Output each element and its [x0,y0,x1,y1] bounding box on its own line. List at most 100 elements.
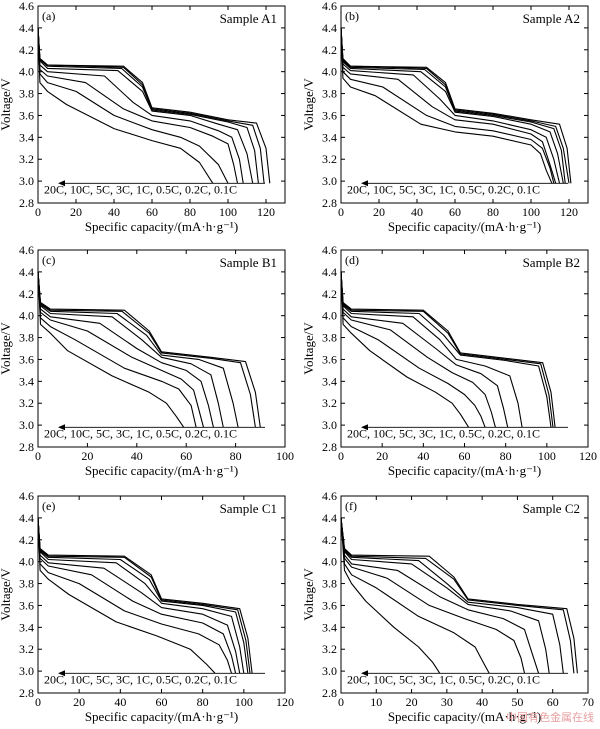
x-axis-label: Specific capacity/(mA·h·g⁻¹) [388,709,541,724]
series-line-20C [340,271,470,428]
y-tick-label: 3.8 [322,331,337,345]
series-line-3C [340,517,540,674]
series-line-5C [37,517,237,674]
y-tick-label: 4.2 [19,533,34,547]
series-line-10C [37,271,197,428]
series-line-20C [37,517,216,674]
x-tick-label: 120 [579,449,597,463]
y-tick-label: 4.4 [322,265,337,279]
plot-frame [37,5,286,204]
y-tick-label: 4.6 [19,489,34,503]
y-tick-label: 3.6 [322,108,337,122]
rate-arrow-head [58,424,65,431]
y-tick-label: 3.0 [322,664,337,678]
rate-arrow-head [58,180,65,187]
y-tick-label: 3.8 [322,577,337,591]
series-line-10C [340,27,555,184]
y-tick-label: 4.0 [19,309,34,323]
chart-title: Sample B2 [523,255,580,270]
y-tick-label: 4.4 [19,265,34,279]
y-tick-label: 3.4 [322,130,337,144]
x-tick-label: 0 [35,449,41,463]
rate-legend: 20C, 10C, 5C, 3C, 1C, 0.5C, 0.2C, 0.1C [44,427,237,441]
series-line-0p2C [37,271,256,428]
rate-legend: 20C, 10C, 5C, 3C, 1C, 0.5C, 0.2C, 0.1C [44,673,237,687]
x-tick-label: 0 [35,695,41,709]
y-tick-label: 3.2 [19,152,34,166]
x-tick-label: 0 [338,205,344,219]
y-tick-label: 4.6 [322,489,337,503]
panel-label: (e) [42,499,55,513]
panel-label: (c) [42,253,55,267]
y-tick-label: 3.2 [322,152,337,166]
y-tick-label: 3.0 [19,664,34,678]
series-line-10C [340,517,490,674]
series-line-10C [37,27,229,184]
y-tick-label: 3.8 [19,87,34,101]
x-tick-label: 100 [538,449,556,463]
x-tick-label: 60 [146,205,158,219]
series-line-0p1C [340,271,556,428]
plot-frame [340,495,589,694]
y-tick-label: 3.6 [19,108,34,122]
panel-label: (b) [345,9,359,23]
x-tick-label: 120 [257,205,275,219]
chart-panel-c: 2.8 3.0 3.2 3.4 3.6 3.8 4.0 4.2 4.4 4.6 0 20 40 60 80 1… [0,243,294,478]
chart-panel-e: 2.8 3.0 3.2 3.4 3.6 3.8 4.0 4.2 4.4 4.6 0 20 40 60 80 1… [0,489,294,724]
series-line-5C [340,27,557,184]
x-tick-label: 60 [459,449,471,463]
rate-legend: 20C, 10C, 5C, 3C, 1C, 0.5C, 0.2C, 0.1C [347,427,540,441]
y-tick-label: 4.2 [322,43,337,57]
rate-legend: 20C, 10C, 5C, 3C, 1C, 0.5C, 0.2C, 0.1C [347,673,540,687]
y-tick-label: 3.8 [19,331,34,345]
series-line-0p1C [340,517,578,674]
chart-title: Sample A1 [220,11,277,26]
rate-legend: 20C, 10C, 5C, 3C, 1C, 0.5C, 0.2C, 0.1C [347,183,540,197]
series-line-0p5C [340,271,552,428]
x-tick-label: 100 [235,695,253,709]
y-axis-label: Voltage/V [0,78,13,131]
y-tick-label: 4.0 [322,65,337,79]
y-tick-label: 4.2 [19,43,34,57]
x-tick-label: 0 [35,205,41,219]
x-tick-label: 100 [276,449,294,463]
series-line-0p1C [37,517,253,674]
series-line-3C [37,271,214,428]
x-axis-label: Specific capacity/(mA·h·g⁻¹) [85,219,238,234]
series-line-5C [340,271,496,428]
x-tick-label: 80 [197,695,209,709]
y-tick-label: 4.0 [19,555,34,569]
x-tick-label: 20 [376,449,388,463]
series-line-5C [37,27,239,184]
x-tick-label: 100 [219,205,237,219]
rate-legend: 20C, 10C, 5C, 3C, 1C, 0.5C, 0.2C, 0.1C [44,183,237,197]
x-tick-label: 100 [522,205,540,219]
x-tick-label: 40 [108,205,120,219]
chart-title: Sample B1 [220,255,277,270]
x-tick-label: 120 [560,205,578,219]
plot-frame [37,249,286,448]
x-tick-label: 40 [114,695,126,709]
x-tick-label: 60 [547,695,559,709]
rate-arrow-head [361,670,368,677]
x-tick-label: 20 [406,695,418,709]
series-line-10C [340,271,486,428]
series-line-3C [340,27,561,184]
x-tick-label: 40 [417,449,429,463]
x-tick-label: 20 [70,205,82,219]
y-tick-label: 4.6 [19,243,34,257]
y-tick-label: 3.6 [19,598,34,612]
series-line-0p1C [37,27,271,184]
chart-panel-a: 2.8 3.0 3.2 3.4 3.6 3.8 4.0 4.2 4.4 4.6 0 20 40 60 80 1… [0,0,286,234]
series-line-3C [340,271,509,428]
y-tick-label: 4.2 [19,287,34,301]
y-tick-label: 4.2 [322,287,337,301]
y-tick-label: 4.0 [19,65,34,79]
series-line-3C [37,517,241,674]
series-line-0p2C [37,27,265,184]
x-axis-label: Specific capacity/(mA·h·g⁻¹) [85,463,238,478]
y-tick-label: 3.2 [19,396,34,410]
x-axis-label: Specific capacity/(mA·h·g⁻¹) [388,219,541,234]
y-tick-label: 4.4 [19,511,34,525]
y-tick-label: 4.6 [19,0,34,13]
